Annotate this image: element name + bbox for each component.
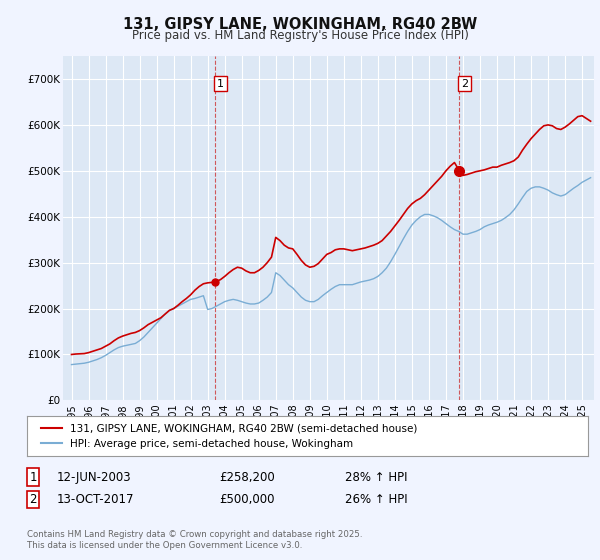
Legend: 131, GIPSY LANE, WOKINGHAM, RG40 2BW (semi-detached house), HPI: Average price, : 131, GIPSY LANE, WOKINGHAM, RG40 2BW (se… xyxy=(38,421,421,452)
Text: Contains HM Land Registry data © Crown copyright and database right 2025.: Contains HM Land Registry data © Crown c… xyxy=(27,530,362,539)
Text: This data is licensed under the Open Government Licence v3.0.: This data is licensed under the Open Gov… xyxy=(27,541,302,550)
Text: 131, GIPSY LANE, WOKINGHAM, RG40 2BW: 131, GIPSY LANE, WOKINGHAM, RG40 2BW xyxy=(123,17,477,32)
Text: 1: 1 xyxy=(29,470,37,484)
Text: 28% ↑ HPI: 28% ↑ HPI xyxy=(345,470,407,484)
Text: 1: 1 xyxy=(217,78,224,88)
Text: 2: 2 xyxy=(29,493,37,506)
Text: 2: 2 xyxy=(461,78,468,88)
Text: £258,200: £258,200 xyxy=(219,470,275,484)
Text: £500,000: £500,000 xyxy=(219,493,275,506)
Text: 26% ↑ HPI: 26% ↑ HPI xyxy=(345,493,407,506)
Text: 12-JUN-2003: 12-JUN-2003 xyxy=(57,470,131,484)
Text: Price paid vs. HM Land Registry's House Price Index (HPI): Price paid vs. HM Land Registry's House … xyxy=(131,29,469,42)
Text: 13-OCT-2017: 13-OCT-2017 xyxy=(57,493,134,506)
